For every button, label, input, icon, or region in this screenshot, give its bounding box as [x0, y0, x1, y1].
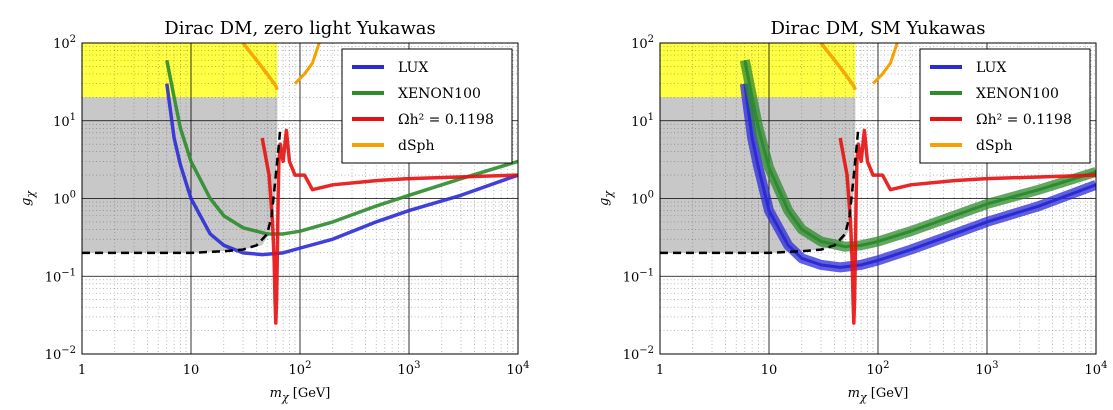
- legend-label: dSph: [398, 138, 435, 154]
- x-tick-label: 10: [761, 363, 778, 378]
- series-line-h-0-1198: [838, 128, 1096, 325]
- x-tick-label: 102: [289, 360, 312, 378]
- legend-label: LUX: [976, 60, 1006, 76]
- legend: LUX XENON100 Ωh² = 0.1198 dSph: [341, 48, 513, 164]
- chart-panel-right: Dirac DM, SM Yukawas 1 10 102 103 104 10−2 10−1…: [597, 18, 1107, 404]
- x-tick-label: 104: [1085, 360, 1108, 378]
- y-tick-label: 10−1: [623, 267, 654, 285]
- y-tick-label: 10−1: [45, 267, 76, 285]
- y-tick-label: 101: [53, 112, 76, 130]
- legend-label: XENON100: [976, 86, 1059, 102]
- plot-frame: [81, 42, 519, 355]
- series-line-xenon100: [165, 59, 518, 236]
- x-tick-label: 1: [656, 363, 664, 378]
- legend: LUX XENON100 Ωh² = 0.1198 dSph: [919, 48, 1091, 164]
- series-line-dashed-boundary: [82, 128, 282, 255]
- dsph-region: [660, 43, 856, 98]
- chart-panel-left: Dirac DM, zero light Yukawas 1 10 102 103 104…: [19, 18, 529, 404]
- legend-label: LUX: [398, 60, 428, 76]
- y-axis-label: gχ: [597, 190, 615, 206]
- x-tick-label: 103: [398, 360, 421, 378]
- y-tick-label: 10−2: [623, 345, 654, 363]
- y-axis-label: gχ: [19, 190, 37, 206]
- x-tick-label: 103: [976, 360, 999, 378]
- series-line-h-0-1198: [260, 128, 518, 325]
- series-line-dsph: [241, 43, 279, 91]
- legend-label: Ωh² = 0.1198: [398, 112, 494, 128]
- y-tick-label: 102: [53, 34, 76, 52]
- x-tick-label: 1: [78, 363, 86, 378]
- y-tick-label: 101: [631, 112, 654, 130]
- legend-label: XENON100: [398, 86, 481, 102]
- legend-label: Ωh² = 0.1198: [976, 112, 1072, 128]
- chart-title: Dirac DM, SM Yukawas: [770, 18, 985, 39]
- y-tick-label: 100: [53, 190, 76, 208]
- series-line-xenon100: [743, 59, 1096, 249]
- y-tick-label: 102: [631, 34, 654, 52]
- x-axis-label: mχ [GeV]: [848, 386, 909, 404]
- series-line-dashed-boundary: [660, 128, 860, 255]
- series-line-lux: [165, 83, 518, 257]
- x-axis-label: mχ [GeV]: [270, 386, 331, 404]
- chart-title: Dirac DM, zero light Yukawas: [164, 18, 435, 39]
- y-tick-label: 100: [631, 190, 654, 208]
- legend-label: dSph: [976, 138, 1013, 154]
- dsph-region: [82, 43, 278, 98]
- plot-area: [660, 43, 1096, 354]
- series-line-lux: [743, 83, 1096, 269]
- series-line-dsph-branch: [871, 43, 899, 85]
- series-line-dsph: [819, 43, 857, 91]
- x-tick-label: 102: [867, 360, 890, 378]
- plot-area: [82, 43, 518, 354]
- plot-frame: [659, 42, 1097, 355]
- series-line-dsph-branch: [293, 43, 321, 85]
- x-tick-label: 10: [183, 363, 200, 378]
- x-tick-label: 104: [507, 360, 530, 378]
- y-tick-label: 10−2: [45, 345, 76, 363]
